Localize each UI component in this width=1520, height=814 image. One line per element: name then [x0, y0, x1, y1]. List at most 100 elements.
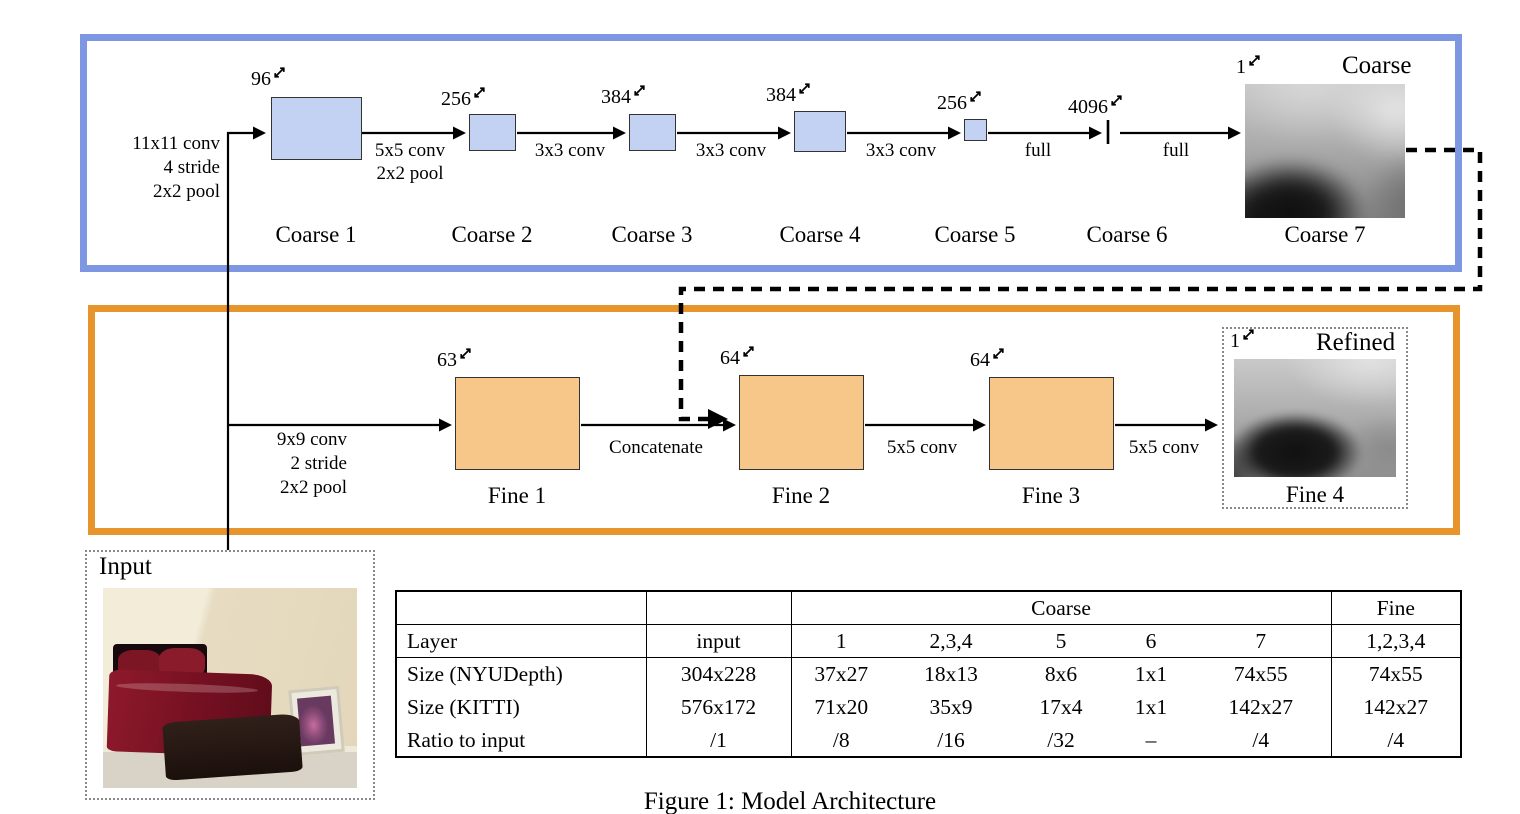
column-header: 5 — [1011, 624, 1111, 658]
coarse6-7-op-label: full — [1162, 140, 1190, 161]
table-cell: 74x55 — [1368, 662, 1423, 687]
column-header: 2,3,4 — [891, 624, 1011, 658]
empty-cell — [396, 591, 647, 625]
coarse4-layer-box — [794, 111, 846, 152]
coarse5-dim: 256 — [937, 91, 983, 115]
dim-value: 64 — [720, 347, 740, 369]
fine1-label: Fine 1 — [487, 483, 547, 508]
coarse1-2-pool-label: 2x2 pool — [376, 163, 444, 184]
column-header: input — [646, 624, 792, 658]
coarse3-4-op-label: 3x3 conv — [695, 140, 767, 161]
input-label: Input — [99, 553, 152, 580]
table-cell: 35x9 — [929, 695, 973, 719]
table-group-header-row: Coarse Fine — [396, 591, 1462, 625]
refined-depth-map — [1234, 359, 1396, 477]
op-line: 2x2 pool — [152, 181, 220, 202]
picture-art — [297, 695, 336, 747]
dim-value: 4096 — [1068, 96, 1108, 118]
table-cell: /1 — [646, 723, 792, 757]
coarse5-label: Coarse 5 — [934, 222, 1016, 247]
table-cell: /4 — [1387, 727, 1405, 752]
table-cell: 576x172 — [646, 690, 792, 724]
fine-group-header: Fine — [1331, 591, 1462, 625]
dim-value: 1 — [1236, 56, 1246, 78]
coarse2-label: Coarse 2 — [451, 222, 533, 247]
dimension-arrow-icon — [968, 87, 983, 110]
fine2-label: Fine 2 — [771, 483, 831, 508]
table-cell: 304x228 — [646, 657, 792, 691]
dimension-arrow-icon — [272, 63, 287, 86]
row-label: Ratio to input — [396, 723, 647, 757]
op-line: 2x2 pool — [279, 477, 347, 498]
row-label: Size (KITTI) — [396, 690, 647, 724]
refined-output-label: Refined — [1316, 329, 1396, 356]
fine2-dim: 64 — [720, 346, 756, 370]
table-row: Ratio to input /1 /8 /16 /32 – /4 /4 — [396, 723, 1461, 757]
coarse2-3-op-label: 3x3 conv — [534, 140, 606, 161]
dimension-arrow-icon — [991, 344, 1006, 367]
coarse1-layer-box — [271, 97, 362, 160]
coarse2-dim: 256 — [441, 87, 487, 111]
dimension-arrow-icon — [741, 342, 756, 365]
dim-value: 96 — [251, 68, 271, 90]
refined-depth-map-art — [1234, 359, 1396, 477]
bed-footboard — [162, 713, 303, 781]
coarse4-dim: 384 — [766, 83, 812, 107]
table-header-row: Layer input 1 2,3,4 5 6 7 1,2,3,4 — [396, 624, 1462, 658]
table-cell: 8x6 — [1044, 662, 1078, 687]
table-cell: 74x55 — [1191, 657, 1332, 691]
dim-value: 384 — [601, 86, 631, 108]
op-line: 11x11 conv — [132, 133, 220, 154]
column-header: 1,2,3,4 — [1331, 624, 1462, 658]
coarse3-layer-box — [629, 114, 676, 151]
table-cell: /8 — [832, 727, 850, 752]
dim-value: 1 — [1230, 330, 1240, 352]
coarse1-2-op-label: 5x5 conv — [374, 140, 446, 161]
column-header: 6 — [1111, 624, 1191, 658]
coarse3-dim: 384 — [601, 85, 647, 109]
input-image — [103, 588, 357, 788]
coarse-input-ops: 11x11 conv 4 stride 2x2 pool — [106, 132, 220, 204]
dimension-arrow-icon — [797, 79, 812, 102]
dimension-arrow-icon — [1109, 91, 1124, 114]
table-cell: /32 — [1047, 727, 1075, 752]
fine4-label: Fine 4 — [1285, 482, 1345, 507]
dimension-arrow-icon — [1247, 51, 1262, 74]
coarse3-label: Coarse 3 — [611, 222, 693, 247]
fine3-label: Fine 3 — [1021, 483, 1081, 508]
dim-value: 64 — [970, 349, 990, 371]
coarse4-label: Coarse 4 — [779, 222, 861, 247]
coarse7-label: Coarse 7 — [1284, 222, 1366, 247]
op-line: 4 stride — [163, 157, 220, 178]
fine4-dim: 1 — [1230, 329, 1256, 353]
fine2-layer-box — [739, 375, 864, 470]
coarse-depth-map-art — [1245, 84, 1405, 218]
fine1-2-op-label: Concatenate — [609, 437, 703, 458]
column-header: Layer — [396, 624, 647, 658]
column-header: 1 — [791, 624, 891, 658]
dimension-arrow-icon — [1241, 325, 1256, 348]
fine1-dim: 63 — [437, 348, 473, 372]
column-header: 7 — [1191, 624, 1332, 658]
table-cell: 142x27 — [1363, 695, 1429, 719]
table-cell: /4 — [1191, 723, 1332, 757]
dimension-arrow-icon — [458, 344, 473, 367]
table-cell: 17x4 — [1039, 695, 1083, 719]
dim-value: 256 — [441, 88, 471, 110]
table-cell: 142x27 — [1191, 690, 1332, 724]
figure-caption: Figure 1: Model Architecture — [643, 788, 937, 814]
dim-value: 256 — [937, 92, 967, 114]
table-cell: – — [1145, 727, 1157, 752]
coarse5-layer-box — [964, 119, 987, 141]
coarse6-dim: 4096 — [1068, 95, 1124, 119]
coarse2-layer-box — [469, 114, 516, 151]
coarse1-label: Coarse 1 — [275, 222, 357, 247]
fine3-layer-box — [989, 377, 1114, 470]
op-line: 9x9 conv — [276, 429, 347, 450]
table-cell: 1x1 — [1134, 662, 1168, 687]
coarse-depth-map — [1245, 84, 1405, 218]
table-cell: /16 — [937, 727, 965, 752]
coarse7-dim: 1 — [1236, 55, 1262, 79]
dim-value: 384 — [766, 84, 796, 106]
